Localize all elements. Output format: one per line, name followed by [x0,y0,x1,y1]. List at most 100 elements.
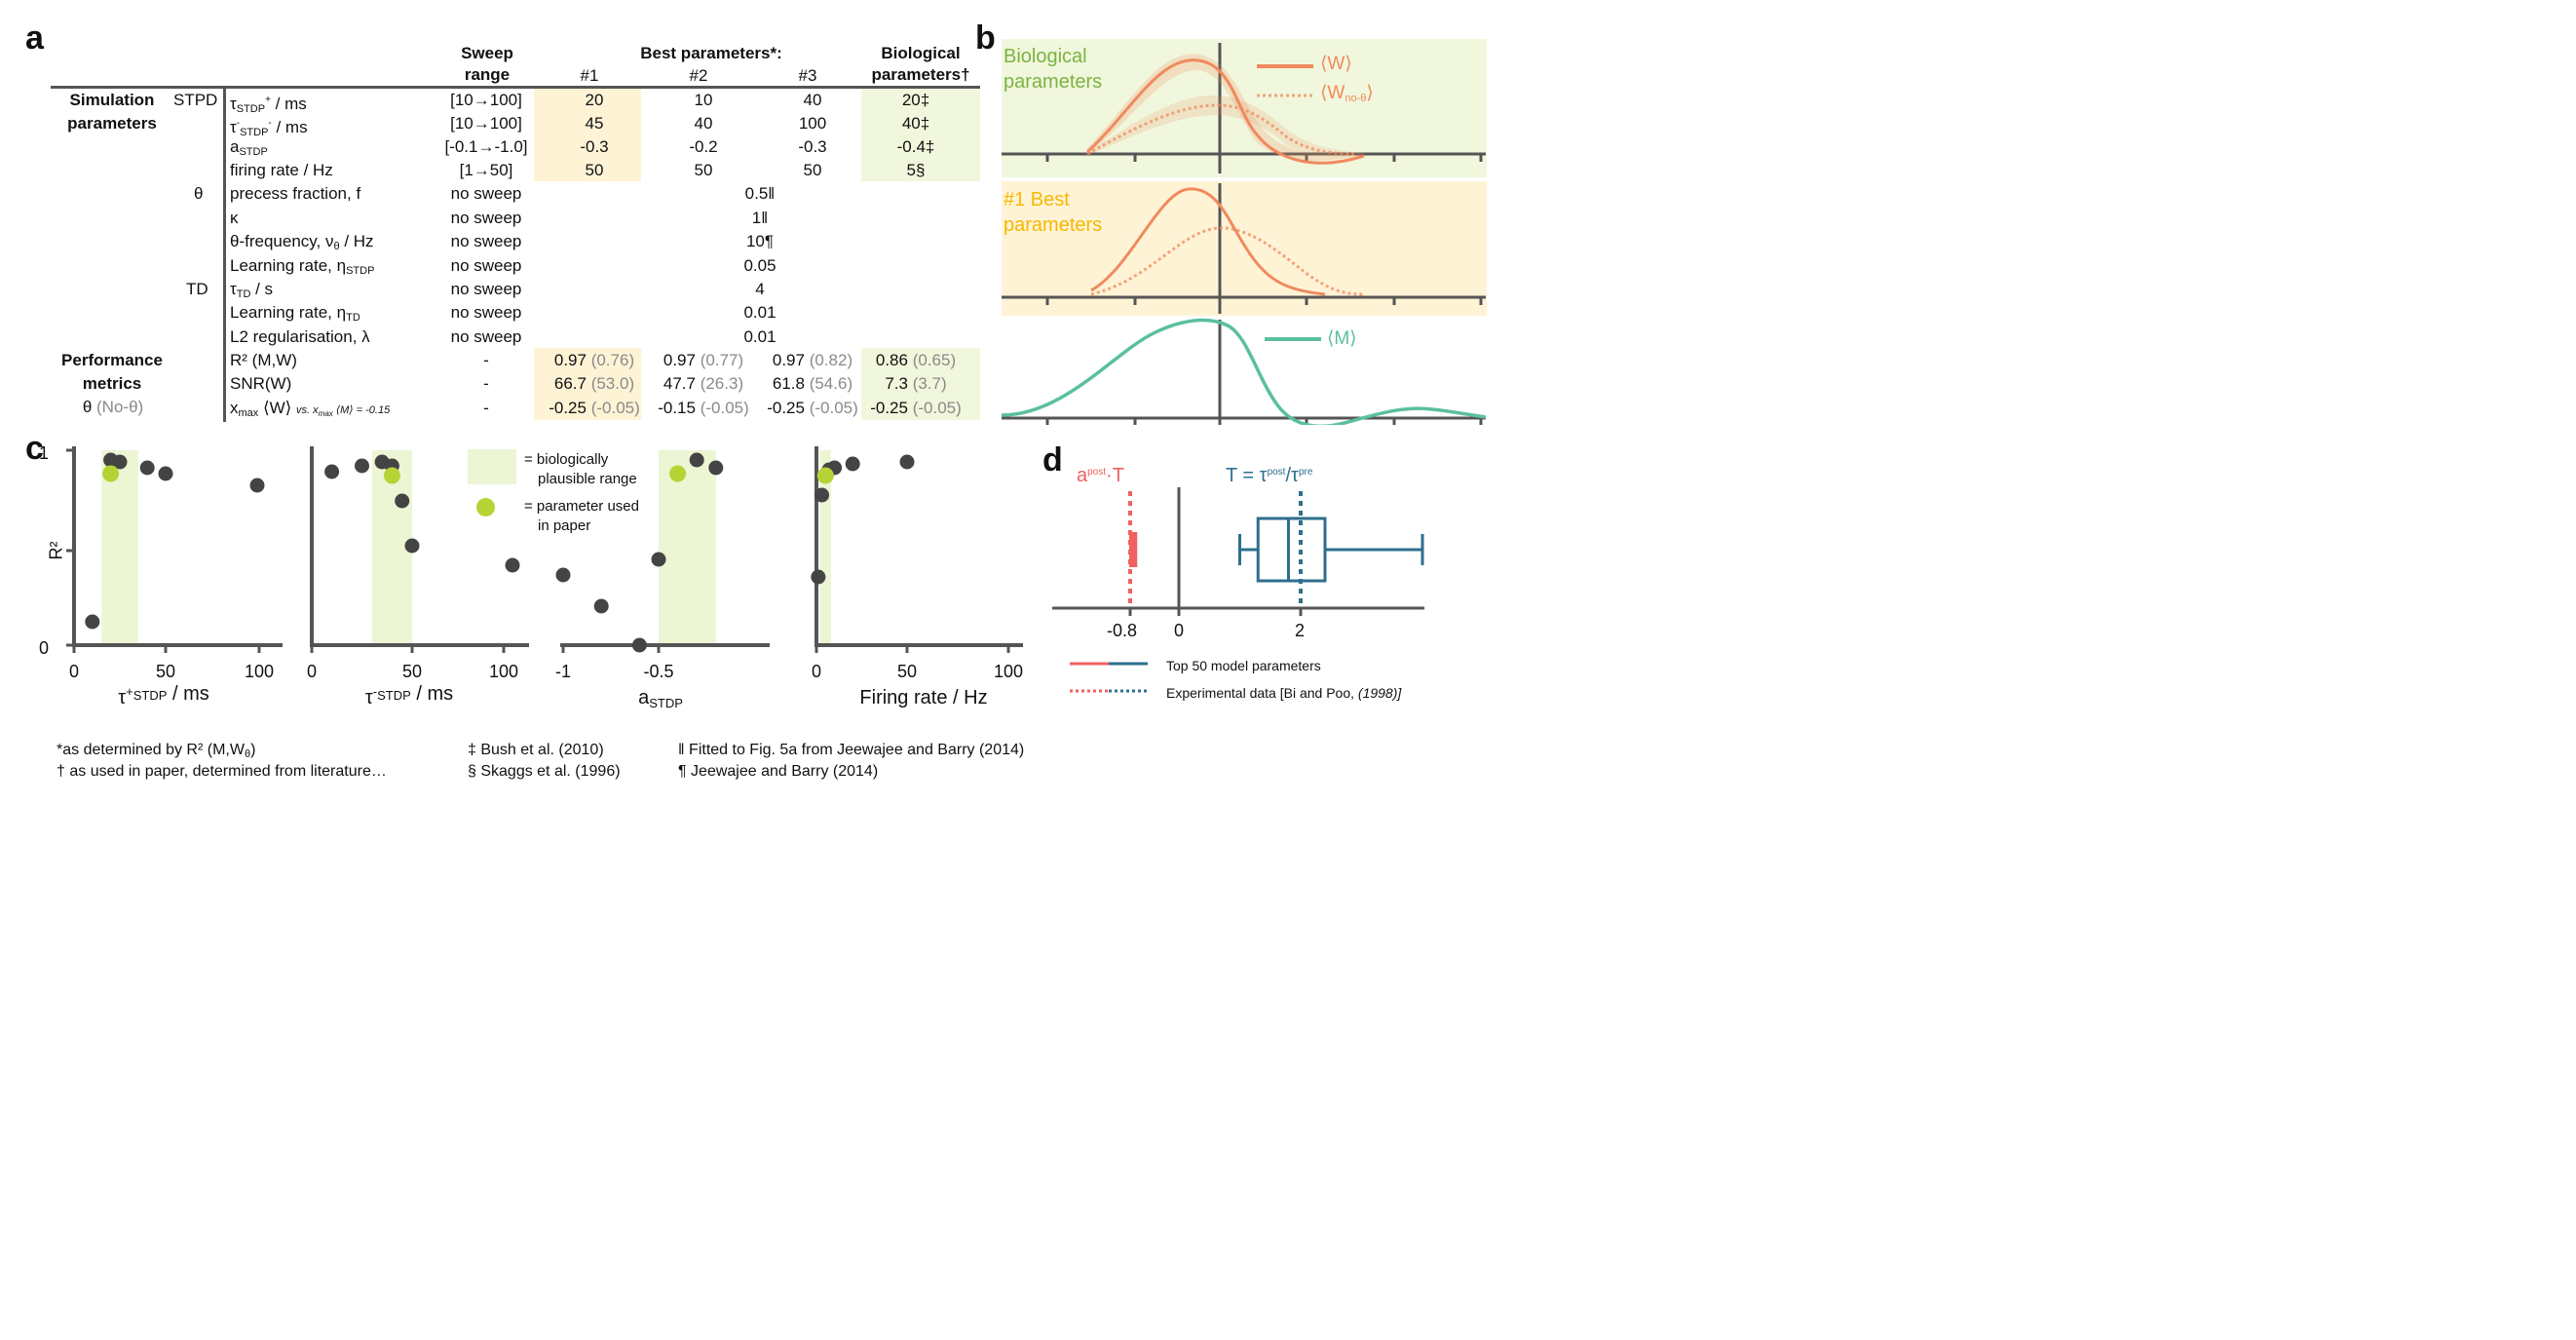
b-ticks [1045,154,1483,425]
group-td: TD [186,280,208,298]
shared-value-cell: 4 [755,280,765,298]
value-cell-b3: -0.3 [764,137,861,157]
value-no-theta: (0.77) [695,351,744,369]
value-cell-b2: 10 [655,91,752,110]
d-label-a: apost·T [1077,463,1124,485]
paper-point [102,465,120,482]
value-cell-bio: 5§ [867,161,965,180]
x-tick-label: 50 [156,662,175,681]
sweep-cell: - [483,351,489,369]
value-main: -0.25 [549,399,587,417]
data-point [249,478,265,493]
sweep-cell: [10→100] [450,91,522,109]
x-tick-label: 50 [897,662,917,681]
paper-point [816,467,834,484]
value-main: -0.4‡ [896,137,935,156]
value-main: 0.97 [772,351,805,369]
d-legend-exp-year: (1998)] [1357,685,1402,701]
c-ytick-0: 0 [39,638,50,658]
value-main: 100 [798,114,827,133]
footnote-2: † as used in paper, determined from lite… [57,763,387,780]
sweep-cell: no sweep [450,256,522,275]
x-tick-label: 100 [489,662,518,681]
value-main: 45 [585,114,604,133]
value-cell-b3: 40 [764,91,861,110]
header-sweep-2: range [464,65,511,84]
value-main: 10 [694,91,713,109]
value-cell-b3: 0.97 (0.82) [759,351,866,370]
x-axis-label: Firing rate / Hz [859,687,987,708]
sweep-cell: - [483,399,489,417]
shared-value-cell: 0.01 [743,327,777,346]
value-main: 66.7 [553,374,587,393]
row-label-lr-td: Learning rate, ηTD [230,303,360,324]
plausible-range [819,450,831,645]
value-cell-b3: 100 [764,114,861,134]
group-perf-1: Performance [61,351,163,369]
data-point [112,454,128,470]
group-perf-2: metrics [82,374,142,393]
value-no-theta: (26.3) [695,374,744,393]
M-curve [1001,318,1487,425]
footnote-5: ‖ Fitted to Fig. 5a from Jeewajee and Ba… [678,742,1025,758]
row-label-kappa: κ [230,209,239,227]
footnote-1: *as determined by R² (M,Wθ) [57,742,256,760]
value-main: 50 [585,161,604,179]
value-cell-b3: 61.8 (54.6) [759,374,866,394]
row-label-a-stdp: aSTDP [230,137,268,158]
header-b2: #2 [689,66,708,85]
value-main: 61.8 [772,374,805,393]
value-cell-b1: 45 [546,114,643,134]
header-best: Best parameters*: [640,44,782,62]
legend-range-1: = biologically [524,451,609,468]
best1-highlight [534,86,641,181]
plausible-range [659,450,716,645]
value-main: 47.7 [663,374,696,393]
row-label-snr: SNR(W) [230,374,292,393]
shared-value-cell: 0.5‖ [744,184,776,203]
value-cell-bio: -0.4‡ [867,137,965,157]
x-tick-label: -0.5 [643,662,673,681]
data-point [505,557,520,573]
header-b3: #3 [798,66,817,85]
value-cell-b2: 0.97 (0.77) [650,351,757,370]
row-label-l2: L2 regularisation, λ [230,327,370,346]
sweep-cell: no sweep [450,327,522,346]
value-main: -0.15 [658,399,696,417]
d-legend-model: Top 50 model parameters [1166,658,1321,673]
value-cell-b1: 66.7 (53.0) [541,374,648,394]
c-ylabel: R² [46,541,66,560]
value-cell-b3: 50 [764,161,861,180]
legend-Wnotheta-a: ⟨W [1320,83,1345,103]
value-main: -0.25 [870,399,908,417]
value-main: 20 [585,91,604,109]
sweep-cell: no sweep [450,209,522,227]
value-cell-bio: -0.25 (-0.05) [862,399,969,418]
value-no-theta: (-0.05) [695,399,749,417]
value-no-theta: (-0.05) [907,399,962,417]
data-point [593,598,609,614]
bio-label-1: Biological [1004,46,1087,67]
d-legend-exp: Experimental data [Bi and Poo, (1998)] [1166,683,1401,703]
shared-value-cell: 0.01 [743,303,777,322]
data-point [814,487,830,503]
sweep-cell: [1→50] [459,161,513,179]
row-label-firing-rate: firing rate / Hz [230,161,333,179]
row-label-lr-stdp: Learning rate, ηSTDP [230,256,375,277]
value-cell-b1: 50 [546,161,643,180]
best-label-2: parameters [1004,214,1103,236]
value-no-theta: (53.0) [586,374,635,393]
value-cell-b2: -0.2 [655,137,752,157]
value-main: -0.2 [689,137,718,156]
row-label-precess: precess fraction, f [230,184,361,203]
group-perf-3a: θ [82,398,93,416]
bio-label-2: parameters [1004,71,1103,93]
data-point [811,569,826,585]
d-xtick-2: 2 [1295,621,1306,640]
value-main: 40 [694,114,713,133]
value-cell-bio: 0.86 (0.65) [862,351,969,370]
value-main: 20‡ [901,91,930,109]
sweep-cell: [10→100] [450,114,522,133]
legend-range-swatch [468,449,516,484]
value-main: 5§ [906,161,926,179]
